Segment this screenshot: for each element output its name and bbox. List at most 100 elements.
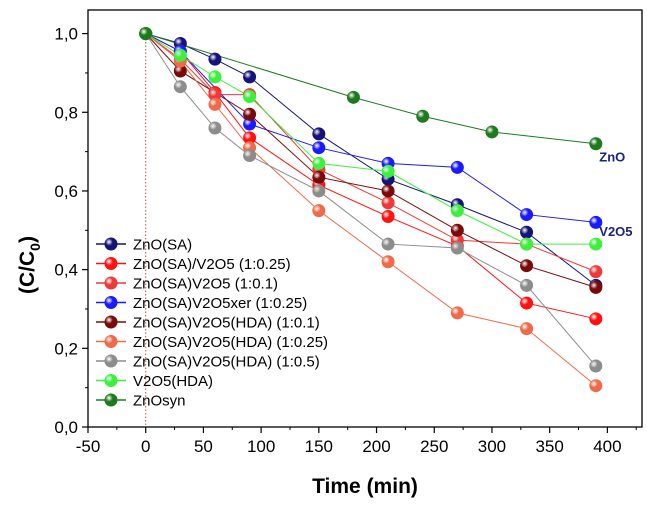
legend-marker	[104, 276, 118, 290]
data-point	[520, 237, 534, 251]
data-point	[208, 52, 222, 66]
data-point	[208, 121, 222, 135]
data-point	[450, 241, 464, 255]
legend-entry: ZnO(SA)V2O5 (1:0.1)	[96, 276, 278, 293]
data-point	[589, 359, 603, 373]
legend-marker	[104, 335, 118, 348]
legend-label: ZnO(SA)V2O5xer (1:0.25)	[133, 295, 307, 312]
legend-marker	[104, 257, 118, 270]
data-point	[208, 97, 222, 111]
data-point	[450, 204, 464, 218]
data-point	[243, 90, 257, 104]
data-point	[520, 259, 534, 273]
legend-label: V2O5(HDA)	[133, 373, 213, 390]
series-line	[145, 33, 596, 223]
series-markers-4	[139, 27, 603, 294]
annotation-label: ZnO	[599, 149, 625, 164]
data-point	[589, 280, 603, 294]
axes: -50 0 50 100 150 200 250 300 350 400 0,0 0,2 0,4 0,6 0…	[16, 9, 643, 498]
x-tick-label: 250	[420, 437, 448, 456]
y-axis-label-close: )	[16, 236, 39, 243]
data-point	[589, 379, 603, 393]
data-point	[450, 223, 464, 237]
data-point	[520, 296, 534, 310]
data-point	[589, 265, 603, 279]
y-tick-label: 0,2	[54, 339, 78, 358]
data-point	[312, 127, 326, 141]
data-point	[381, 184, 395, 198]
x-axis-label: Time (min)	[312, 475, 418, 498]
data-point	[312, 170, 326, 184]
legend-entry: ZnO(SA)	[96, 237, 192, 254]
series-group	[139, 27, 603, 393]
y-axis-label-main: (C/C	[16, 251, 39, 294]
data-point	[520, 322, 534, 336]
y-tick-label: 0,4	[54, 261, 78, 280]
x-tick-label: 350	[535, 437, 563, 456]
data-point	[312, 204, 326, 218]
x-tick-label: 400	[593, 437, 621, 456]
data-point	[520, 208, 534, 222]
data-point	[520, 225, 534, 239]
x-tick-label: 150	[305, 437, 333, 456]
data-point	[243, 107, 257, 121]
data-point	[243, 131, 257, 145]
data-point	[173, 64, 187, 78]
data-point	[139, 27, 153, 41]
data-point	[589, 312, 603, 326]
legend-entry: ZnOsyn	[96, 393, 186, 410]
series-4	[145, 33, 596, 288]
legend-label: ZnO(SA)V2O5 (1:0.1)	[133, 276, 278, 293]
legend-entry: V2O5(HDA)	[96, 373, 213, 390]
data-point	[312, 184, 326, 198]
legend-marker	[104, 354, 118, 368]
data-point	[589, 137, 603, 151]
x-tick-label: 300	[478, 437, 506, 456]
x-tick-label: 100	[247, 437, 275, 456]
legend-marker	[104, 237, 118, 251]
data-point	[243, 149, 257, 163]
plot-frame	[87, 9, 643, 428]
data-point	[208, 88, 222, 102]
legend-label: ZnO(SA)V2O5(HDA) (1:0.25)	[133, 334, 328, 351]
x-tick-label: 0	[141, 437, 150, 456]
legend-entry: ZnO(SA)/V2O5 (1:0.25)	[96, 256, 291, 273]
legend-label: ZnOsyn	[133, 393, 186, 410]
legend-label: ZnO(SA)	[133, 237, 192, 254]
series-3	[145, 33, 596, 223]
legend-entry: ZnO(SA)V2O5(HDA) (1:0.1)	[96, 315, 320, 332]
data-point	[208, 70, 222, 84]
legend: ZnO(SA) ZnO(SA)/V2O5 (1:0.25) ZnO(SA)V2O5 …	[96, 237, 328, 410]
x-tick-label: 200	[362, 437, 390, 456]
annotation-label: V2O5	[599, 224, 632, 239]
data-point	[243, 70, 257, 84]
data-point	[381, 196, 395, 210]
legend-marker	[104, 315, 118, 329]
data-point	[381, 164, 395, 178]
legend-marker	[104, 393, 118, 407]
data-point	[450, 306, 464, 320]
legend-marker	[104, 296, 118, 309]
data-point	[173, 48, 187, 62]
series-markers-2	[139, 27, 603, 279]
x-tick-label: 50	[194, 437, 213, 456]
legend-entry: ZnO(SA)V2O5(HDA) (1:0.5)	[96, 354, 320, 371]
data-point	[450, 160, 464, 174]
series-line	[145, 33, 596, 288]
y-tick-label: 1,0	[54, 25, 78, 44]
data-point	[589, 215, 603, 229]
data-point	[312, 141, 326, 155]
data-point	[381, 210, 395, 224]
data-point	[243, 117, 257, 131]
data-point	[381, 237, 395, 251]
data-point	[416, 109, 430, 123]
y-axis-label: (C/C0)	[16, 236, 43, 294]
x-tick-label: -50	[76, 437, 101, 456]
series-markers-7	[139, 27, 603, 251]
data-point	[346, 90, 360, 104]
data-point	[589, 237, 603, 251]
y-tick-label: 0,0	[54, 418, 78, 437]
legend-entry: ZnO(SA)V2O5(HDA) (1:0.25)	[96, 334, 328, 351]
legend-entry: ZnO(SA)V2O5xer (1:0.25)	[96, 295, 307, 312]
data-point	[173, 80, 187, 94]
